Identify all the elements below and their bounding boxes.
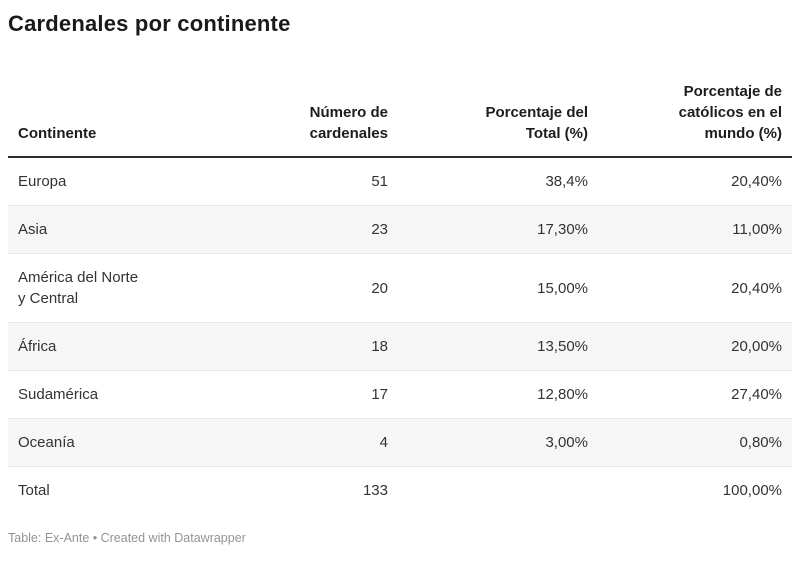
pct-total-cell: 38,4%: [545, 173, 588, 190]
table-header: Continente Número de cardenales Porcenta…: [8, 71, 792, 157]
continent-cell: Europa: [18, 173, 67, 190]
table-row-asia: Asia 23 17,30% 11,00%: [8, 205, 792, 254]
pct-catholics-cell: 100,00%: [722, 482, 782, 499]
table-header-row: Continente Número de cardenales Porcenta…: [8, 71, 792, 157]
pct-catholics-cell: 20,40%: [731, 279, 782, 297]
continent-cell: África: [18, 338, 57, 355]
table-row-america-norte-central: América del Norte y Central 20 15,00% 20…: [8, 253, 792, 323]
pct-total-cell: 15,00%: [537, 279, 588, 297]
pct-catholics-cell: 20,40%: [731, 173, 782, 190]
cardinals-cell: 4: [379, 434, 388, 451]
table-row-oceania: Oceanía 4 3,00% 0,80%: [8, 418, 792, 467]
column-header-porcentaje-total: Porcentaje del Total (%): [485, 104, 588, 142]
column-header-numero-cardenales: Número de cardenales: [309, 104, 388, 142]
cardinals-cell: 133: [362, 482, 388, 499]
table-row-total: Total 133 100,00%: [8, 466, 792, 515]
table-body: Europa 51 38,4% 20,40% Asia 23 17,30% 11…: [8, 157, 792, 514]
pct-total-cell: 17,30%: [537, 221, 588, 238]
pct-total-cell: 3,00%: [545, 434, 588, 451]
cardinals-cell: 17: [371, 386, 388, 403]
pct-catholics-cell: 11,00%: [732, 221, 782, 238]
pct-total-cell: 12,80%: [537, 386, 588, 403]
cardinals-cell: 23: [371, 221, 388, 238]
continent-cell: Asia: [18, 221, 48, 238]
chart-container: Cardenales por continente Continente Núm…: [8, 11, 792, 545]
column-header-continente: Continente: [18, 125, 97, 142]
pct-total-cell: [398, 467, 598, 515]
table-row-sudamerica: Sudamérica 17 12,80% 27,40%: [8, 370, 792, 419]
continent-cell: Oceanía: [18, 434, 75, 451]
continent-cell: Total: [18, 482, 50, 499]
cardinals-cell: 18: [371, 338, 388, 355]
table-row-europa: Europa 51 38,4% 20,40%: [8, 157, 792, 206]
cardinals-by-continent-table: Continente Número de cardenales Porcenta…: [8, 71, 792, 514]
pct-catholics-cell: 20,00%: [731, 338, 782, 355]
pct-catholics-cell: 27,40%: [731, 386, 782, 403]
pct-total-cell: 13,50%: [537, 338, 588, 355]
table-row-africa: África 18 13,50% 20,00%: [8, 322, 792, 371]
page-title: Cardenales por continente: [8, 11, 291, 36]
column-header-porcentaje-catolicos: Porcentaje de católicos en el mundo (%): [678, 83, 782, 142]
continent-cell: América del Norte y Central: [18, 269, 139, 307]
continent-cell: Sudamérica: [18, 386, 99, 403]
attribution-credit: Table: Ex-Ante • Created with Datawrappe…: [8, 531, 246, 545]
cardinals-cell: 20: [371, 279, 388, 297]
cardinals-cell: 51: [371, 173, 388, 190]
pct-catholics-cell: 0,80%: [739, 434, 782, 451]
